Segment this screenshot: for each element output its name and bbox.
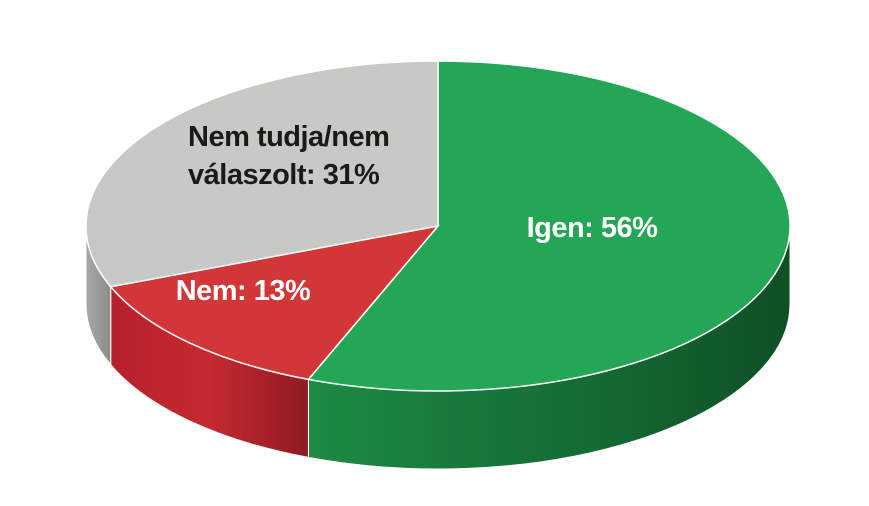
pie-data-labels: Igen: 56% Nem: 13% Nem tudja/nem válaszolt:… — [176, 121, 659, 307]
pie-slice-nem — [109, 224, 440, 381]
pie-slice-nem-tudja-nem-valaszolt — [85, 60, 439, 288]
pie-slice-igen — [307, 60, 791, 392]
data-label-igen: Igen: 56% — [527, 212, 659, 244]
data-label-nem-tudja-nem-valaszolt: Nem tudja/nem válaszolt: 31% — [188, 121, 389, 191]
data-label-nem: Nem: 13% — [176, 275, 311, 307]
pie-top-slices — [85, 60, 791, 392]
